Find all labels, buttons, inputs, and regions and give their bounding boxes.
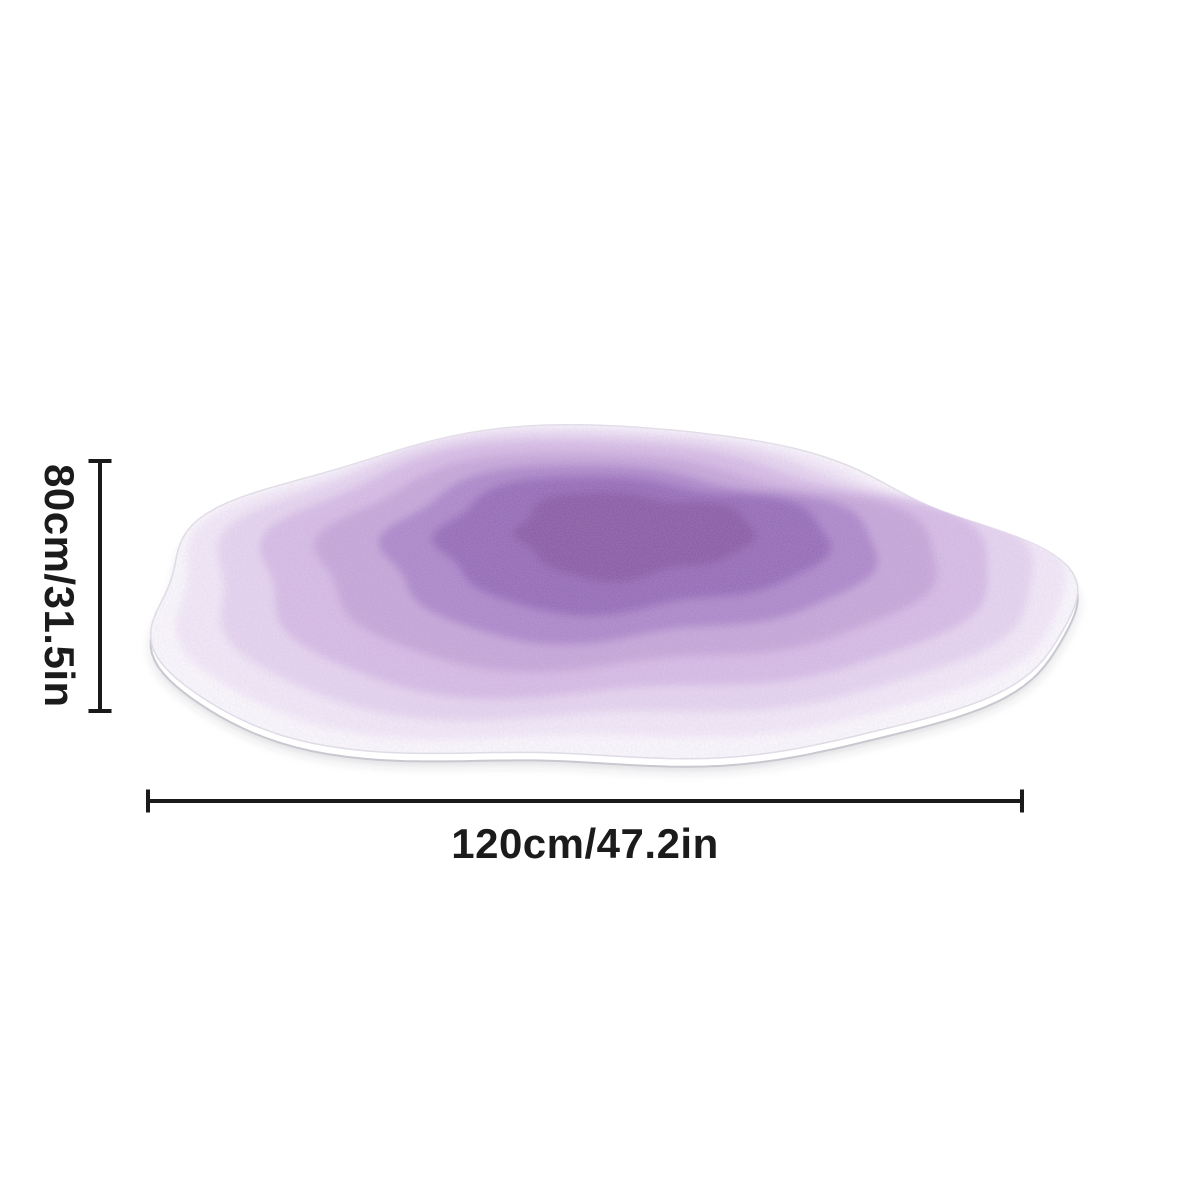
height-dimension-line	[88, 459, 112, 713]
height-dimension-cap-bottom	[88, 709, 112, 713]
height-dimension-cap-top	[88, 459, 112, 463]
width-dimension-cap-left	[146, 789, 150, 813]
width-dimension-label: 120cm/47.2in	[451, 820, 719, 867]
height-dimension-label: 80cm/31.5in	[36, 464, 83, 708]
width-dimension-cap-right	[1020, 789, 1024, 813]
width-dimension-line	[146, 789, 1024, 813]
